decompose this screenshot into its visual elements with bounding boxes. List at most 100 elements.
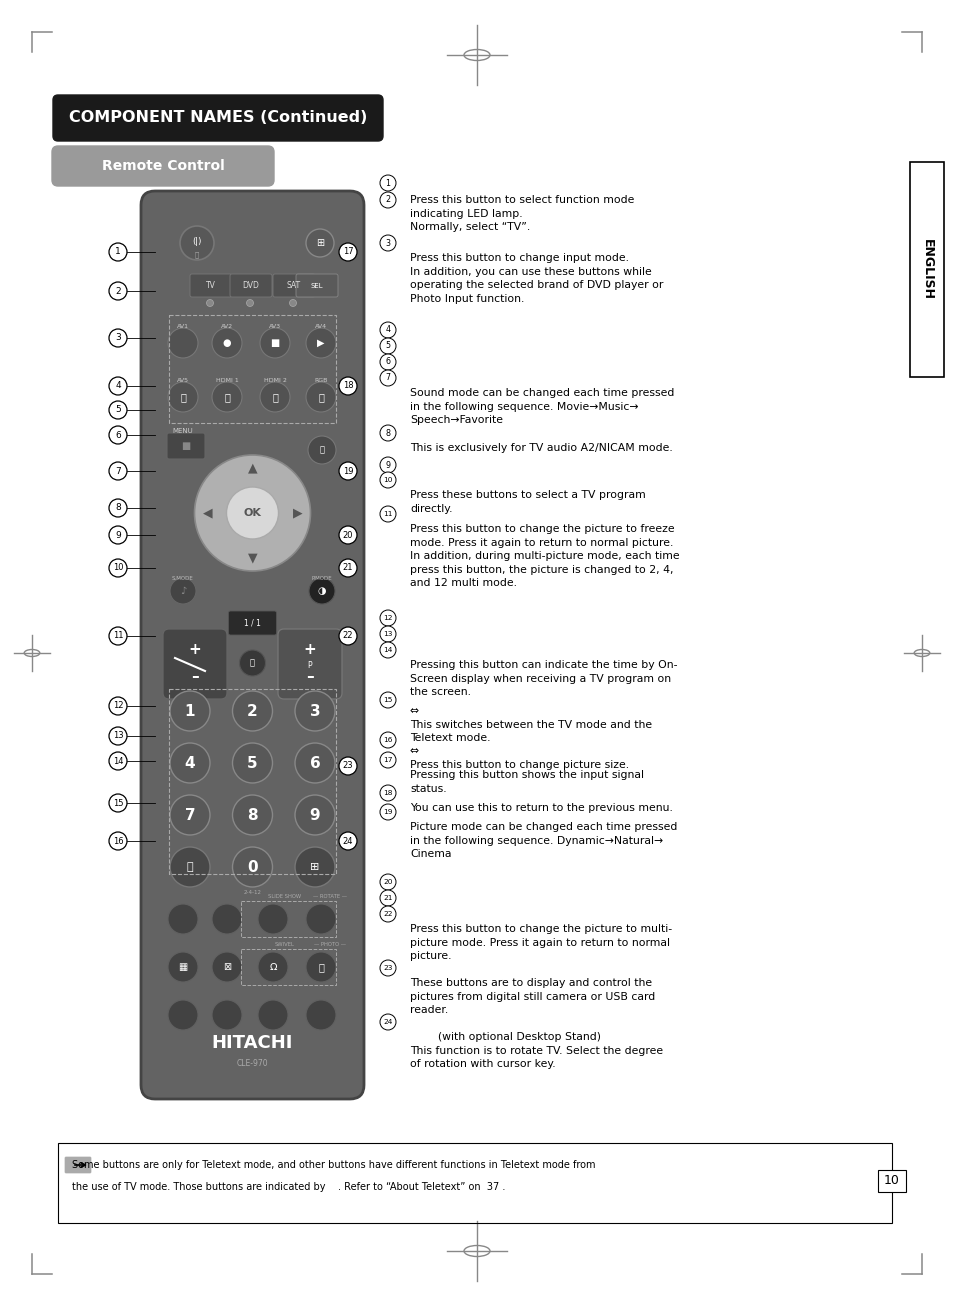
FancyBboxPatch shape xyxy=(65,1157,91,1173)
Circle shape xyxy=(379,874,395,889)
Text: P.MODE: P.MODE xyxy=(312,576,332,580)
FancyBboxPatch shape xyxy=(141,191,364,1100)
Text: 6: 6 xyxy=(310,755,320,771)
Text: Press this button to select function mode
indicating LED lamp.
Normally, select : Press this button to select function mod… xyxy=(410,195,634,232)
Circle shape xyxy=(170,691,210,731)
Text: 2-4-12: 2-4-12 xyxy=(243,891,261,896)
Circle shape xyxy=(109,377,127,394)
Circle shape xyxy=(306,229,334,257)
Text: ▲: ▲ xyxy=(248,461,257,474)
Text: 3: 3 xyxy=(115,333,121,342)
Circle shape xyxy=(109,697,127,714)
Circle shape xyxy=(308,436,335,464)
Text: 8: 8 xyxy=(247,807,257,823)
Text: Pressing this button can indicate the time by On-
Screen display when receiving : Pressing this button can indicate the ti… xyxy=(410,660,677,697)
FancyBboxPatch shape xyxy=(230,274,272,296)
Circle shape xyxy=(379,731,395,748)
Circle shape xyxy=(168,904,198,934)
Text: RGB: RGB xyxy=(314,377,327,383)
Circle shape xyxy=(294,743,335,784)
Text: 4: 4 xyxy=(185,755,195,771)
Text: 1 / 1: 1 / 1 xyxy=(244,619,261,627)
Circle shape xyxy=(109,243,127,261)
Text: Picture mode can be changed each time pressed
in the following sequence. Dynamic: Picture mode can be changed each time pr… xyxy=(410,821,677,859)
Text: ◑: ◑ xyxy=(317,586,326,596)
Circle shape xyxy=(233,691,273,731)
Circle shape xyxy=(338,757,356,774)
Circle shape xyxy=(338,243,356,261)
Text: 8: 8 xyxy=(115,504,121,512)
Circle shape xyxy=(379,424,395,441)
Text: Ω: Ω xyxy=(269,963,276,972)
Circle shape xyxy=(294,848,335,887)
Text: ⊠: ⊠ xyxy=(223,963,231,972)
Circle shape xyxy=(379,752,395,768)
Text: Press these buttons to select a TV program
directly.: Press these buttons to select a TV progr… xyxy=(410,490,645,513)
Circle shape xyxy=(168,952,198,982)
Text: — ROTATE —: — ROTATE — xyxy=(313,895,347,900)
Text: 20: 20 xyxy=(383,879,393,885)
Circle shape xyxy=(379,354,395,370)
Circle shape xyxy=(379,338,395,354)
Text: HITACHI: HITACHI xyxy=(212,1034,293,1053)
Circle shape xyxy=(379,804,395,820)
Text: 4: 4 xyxy=(115,381,121,390)
Circle shape xyxy=(306,1000,335,1030)
Text: AV4: AV4 xyxy=(314,324,327,329)
Circle shape xyxy=(338,462,356,481)
Text: 7: 7 xyxy=(385,374,390,383)
Text: 1: 1 xyxy=(185,704,195,718)
Text: 12: 12 xyxy=(112,701,123,710)
Text: 7: 7 xyxy=(115,466,121,475)
Text: 19: 19 xyxy=(342,466,353,475)
Circle shape xyxy=(306,904,335,934)
Text: ●: ● xyxy=(222,338,231,347)
Bar xyxy=(241,949,335,985)
Circle shape xyxy=(168,381,198,411)
Circle shape xyxy=(379,175,395,191)
Text: 13: 13 xyxy=(383,631,393,637)
Circle shape xyxy=(289,299,296,307)
Circle shape xyxy=(212,328,242,358)
Text: P: P xyxy=(308,662,312,670)
Text: 🔇: 🔇 xyxy=(250,658,254,667)
Circle shape xyxy=(109,282,127,300)
Text: 5: 5 xyxy=(115,405,121,414)
Text: Some buttons are only for Teletext mode, and other buttons have different functi: Some buttons are only for Teletext mode,… xyxy=(71,1160,595,1170)
Circle shape xyxy=(109,526,127,545)
FancyBboxPatch shape xyxy=(52,146,274,185)
Text: 6: 6 xyxy=(115,431,121,440)
Text: +: + xyxy=(303,641,316,657)
Circle shape xyxy=(379,692,395,708)
Circle shape xyxy=(338,526,356,545)
Circle shape xyxy=(338,377,356,394)
Text: ⏪: ⏪ xyxy=(272,392,277,402)
Circle shape xyxy=(212,952,242,982)
Text: OK: OK xyxy=(243,508,261,518)
Text: SEL: SEL xyxy=(311,283,323,289)
Circle shape xyxy=(109,401,127,419)
Circle shape xyxy=(246,299,253,307)
Text: Remote Control: Remote Control xyxy=(102,159,224,172)
Text: 1: 1 xyxy=(385,179,390,188)
FancyBboxPatch shape xyxy=(167,434,205,458)
Circle shape xyxy=(379,960,395,976)
Text: MENU: MENU xyxy=(172,428,193,434)
FancyBboxPatch shape xyxy=(277,629,341,699)
Circle shape xyxy=(379,626,395,643)
Circle shape xyxy=(109,559,127,577)
Text: the use of TV mode. Those buttons are indicated by    . Refer to “About Teletext: the use of TV mode. Those buttons are in… xyxy=(71,1182,505,1192)
Circle shape xyxy=(257,952,288,982)
Text: 22: 22 xyxy=(342,632,353,640)
Text: 11: 11 xyxy=(112,632,123,640)
Circle shape xyxy=(379,457,395,473)
Text: — PHOTO —: — PHOTO — xyxy=(314,943,346,947)
Circle shape xyxy=(379,235,395,251)
Text: TV: TV xyxy=(206,282,215,290)
Text: ⏻: ⏻ xyxy=(194,252,199,259)
Circle shape xyxy=(379,1013,395,1030)
Text: SAT: SAT xyxy=(287,282,301,290)
Text: ⇔
Press this button to change picture size.: ⇔ Press this button to change picture si… xyxy=(410,746,628,769)
Text: 2: 2 xyxy=(385,196,390,205)
Circle shape xyxy=(379,643,395,658)
